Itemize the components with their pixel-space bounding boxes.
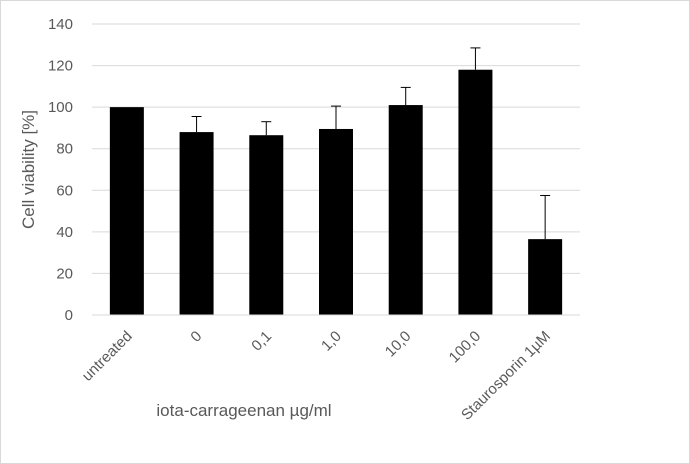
x-tick-label: untreated: [79, 328, 136, 385]
x-tick-label: 100,0: [446, 328, 485, 367]
y-axis-ticks: 0 20 40 60 80 100 120 140: [48, 16, 73, 324]
bar: [388, 105, 423, 315]
bar: [179, 132, 214, 315]
y-tick-label: 60: [56, 182, 73, 199]
bar: [249, 135, 284, 315]
bar: [109, 107, 144, 316]
bar: [528, 239, 563, 315]
y-axis-title: Cell viability [%]: [19, 110, 38, 229]
y-tick-label: 0: [65, 307, 73, 324]
x-tick-label: 0,1: [248, 328, 275, 355]
y-tick-label: 120: [48, 58, 73, 75]
y-tick-label: 140: [48, 16, 73, 33]
error-bars: [191, 47, 551, 240]
x-axis-title: iota-carrageenan µg/ml: [156, 401, 331, 420]
bar: [319, 128, 353, 315]
y-tick-label: 40: [56, 224, 73, 241]
x-tick-label: 10,0: [382, 328, 415, 361]
x-tick-label: 0: [187, 328, 205, 346]
bar: [458, 69, 493, 315]
y-tick-label: 20: [56, 265, 73, 282]
y-tick-label: 80: [56, 141, 73, 158]
x-tick-label: 1,0: [318, 328, 345, 355]
y-tick-label: 100: [48, 99, 73, 116]
bars: [109, 69, 563, 316]
